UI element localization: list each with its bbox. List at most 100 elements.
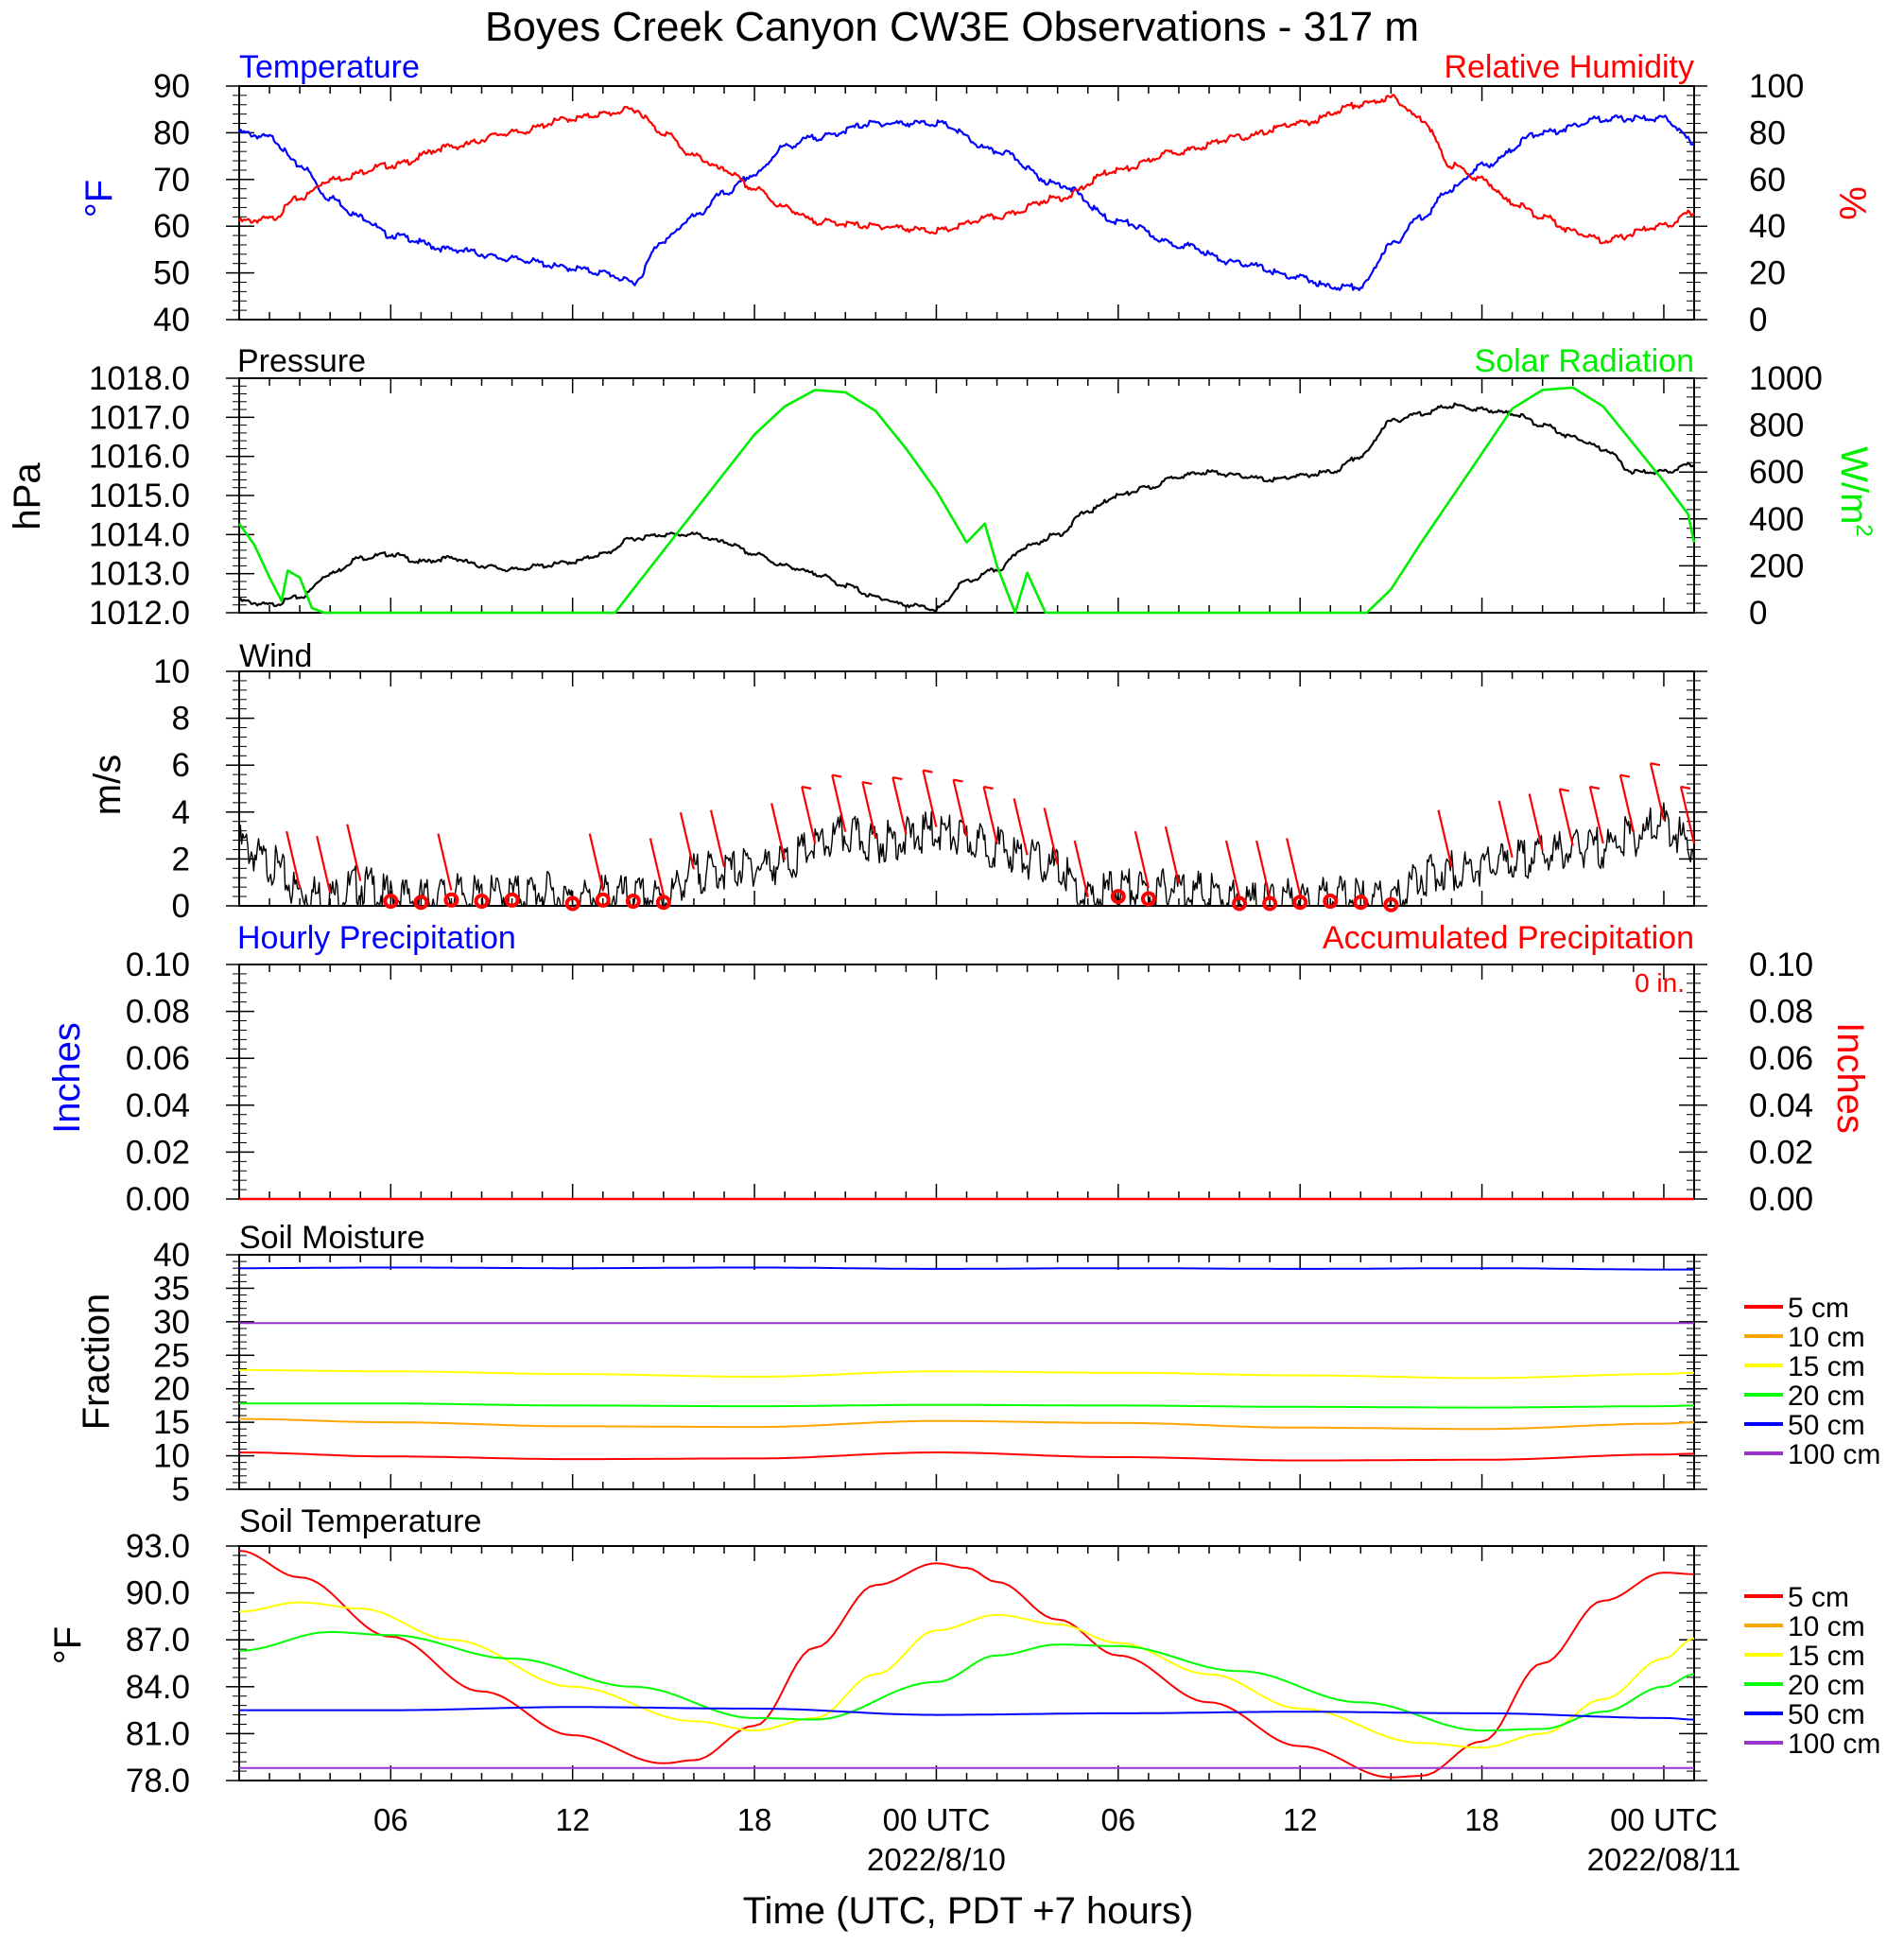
y-tick-label: 50: [153, 255, 190, 292]
wind-barb-flag: [983, 785, 994, 791]
wind-barb: [1286, 838, 1302, 895]
wind-barb: [831, 774, 847, 832]
y2-tick-label: 20: [1749, 255, 1786, 292]
wind-barb: [1043, 808, 1059, 865]
y-tick-label: 70: [153, 162, 190, 199]
wind-barb: [679, 812, 696, 870]
y-tick-label: 84.0: [126, 1669, 190, 1706]
calm-circle: [1140, 891, 1156, 907]
y2-tick-label: 40: [1749, 208, 1786, 245]
wind-barb: [1134, 830, 1150, 889]
pressure-title: Pressure: [237, 343, 366, 379]
y2-tick-label: 0.10: [1749, 947, 1813, 983]
wind-barb: [891, 776, 908, 835]
x-date-label: 2022/8/10: [867, 1842, 1006, 1877]
wind-barb: [922, 770, 938, 827]
wind-barb-flag: [862, 780, 873, 786]
y-tick-label: 5: [172, 1471, 190, 1508]
solar-title: Solar Radiation: [1475, 343, 1694, 379]
soil-temp-unit: °F: [47, 1626, 89, 1664]
y-tick-label: 15: [153, 1404, 190, 1441]
y-tick-label: 8: [172, 701, 190, 738]
pressure-unit: hPa: [7, 462, 48, 530]
temperature-line: [238, 114, 1695, 291]
y-tick-label: 20: [153, 1371, 190, 1408]
y-tick-label: 0.06: [126, 1040, 190, 1077]
wind-barb: [1679, 786, 1696, 844]
y2-tick-label: 0.08: [1749, 994, 1813, 1031]
x-tick-label: 00 UTC: [883, 1802, 991, 1837]
y-tick-label: 93.0: [126, 1528, 190, 1565]
x-tick-label: 12: [1283, 1802, 1318, 1837]
legend-label: 20 cm: [1788, 1670, 1865, 1701]
x-tick-label: 18: [1464, 1802, 1499, 1837]
legend-label: 100 cm: [1788, 1729, 1880, 1760]
x-tick-label: 12: [555, 1802, 590, 1837]
wind-barb-flag: [832, 773, 842, 778]
wind-barb-flag: [892, 776, 903, 781]
plot-frame: [238, 85, 1695, 321]
legend-label: 15 cm: [1788, 1351, 1865, 1382]
legend-label: 15 cm: [1788, 1641, 1865, 1672]
wind-barb-flag: [1589, 785, 1601, 791]
wind-barb: [801, 786, 817, 844]
hourly-precip-unit: Inches: [46, 1022, 88, 1134]
y-tick-label: 1017.0: [89, 399, 190, 436]
y-tick-label: 0.02: [126, 1134, 190, 1171]
y-tick-label: 78.0: [126, 1763, 190, 1799]
wind-title: Wind: [239, 638, 312, 674]
wind-barb: [286, 830, 302, 889]
soil-moisture-line: [239, 1417, 1695, 1431]
rh-unit: %: [1831, 186, 1873, 220]
hourly-precip-title: Hourly Precipitation: [237, 920, 516, 956]
y-tick-label: 0.04: [126, 1087, 190, 1124]
wind-barb: [1528, 793, 1544, 851]
accum-precip-unit: Inches: [1829, 1022, 1871, 1134]
calm-circle: [655, 895, 671, 911]
rh-title: Relative Humidity: [1444, 49, 1694, 85]
soil-moisture-line: [239, 1368, 1695, 1380]
legend-label: 5 cm: [1788, 1293, 1849, 1324]
y-tick-label: 2: [172, 841, 190, 877]
calm-circle: [1262, 895, 1278, 912]
y2-tick-label: 200: [1749, 547, 1804, 584]
plot-frame: [238, 377, 1695, 614]
y-tick-label: 87.0: [126, 1622, 190, 1659]
calm-circle: [1292, 895, 1308, 911]
accum-precip-title: Accumulated Precipitation: [1323, 920, 1694, 956]
y2-tick-label: 400: [1749, 501, 1804, 538]
calm-circle: [1353, 895, 1369, 911]
y2-tick-label: 1000: [1749, 360, 1823, 397]
wind-barb: [1558, 789, 1574, 846]
pressure-line: [238, 402, 1695, 613]
y-tick-label: 10: [153, 1438, 190, 1475]
y2-tick-label: 0.04: [1749, 1087, 1813, 1124]
wind-barb: [1255, 840, 1272, 898]
calm-circle: [413, 895, 429, 911]
solar-unit: W/m2: [1833, 446, 1877, 537]
soil-temp-line: [239, 1706, 1695, 1721]
y-tick-label: 0.00: [126, 1181, 190, 1218]
humidity-line: [238, 94, 1695, 245]
y-tick-label: 0.08: [126, 994, 190, 1031]
y-tick-label: 90.0: [126, 1575, 190, 1612]
x-tick-label: 06: [1100, 1802, 1135, 1837]
soil-temp-line: [238, 1550, 1695, 1779]
y-tick-label: 40: [153, 1237, 190, 1274]
figure-title: Boyes Creek Canyon CW3E Observations - 3…: [485, 4, 1419, 50]
wind-barb: [1649, 762, 1666, 821]
legend-label: 100 cm: [1788, 1439, 1880, 1470]
plot-frame: [238, 964, 1695, 1200]
calm-circle: [504, 892, 520, 908]
legend-label: 50 cm: [1788, 1699, 1865, 1730]
y-tick-label: 1013.0: [89, 556, 190, 593]
wind-barb-flag: [923, 769, 933, 773]
y-tick-label: 80: [153, 114, 190, 151]
y-tick-label: 4: [172, 794, 190, 831]
x-axis: Time (UTC, PDT +7 hours) 06 12 18 00 UTC 06 1…: [373, 1802, 1740, 1932]
soil-temp-line: [238, 1601, 1695, 1749]
plot-frame: [238, 670, 1695, 907]
y-tick-label: 30: [153, 1304, 190, 1341]
y2-tick-label: 0.06: [1749, 1040, 1813, 1077]
